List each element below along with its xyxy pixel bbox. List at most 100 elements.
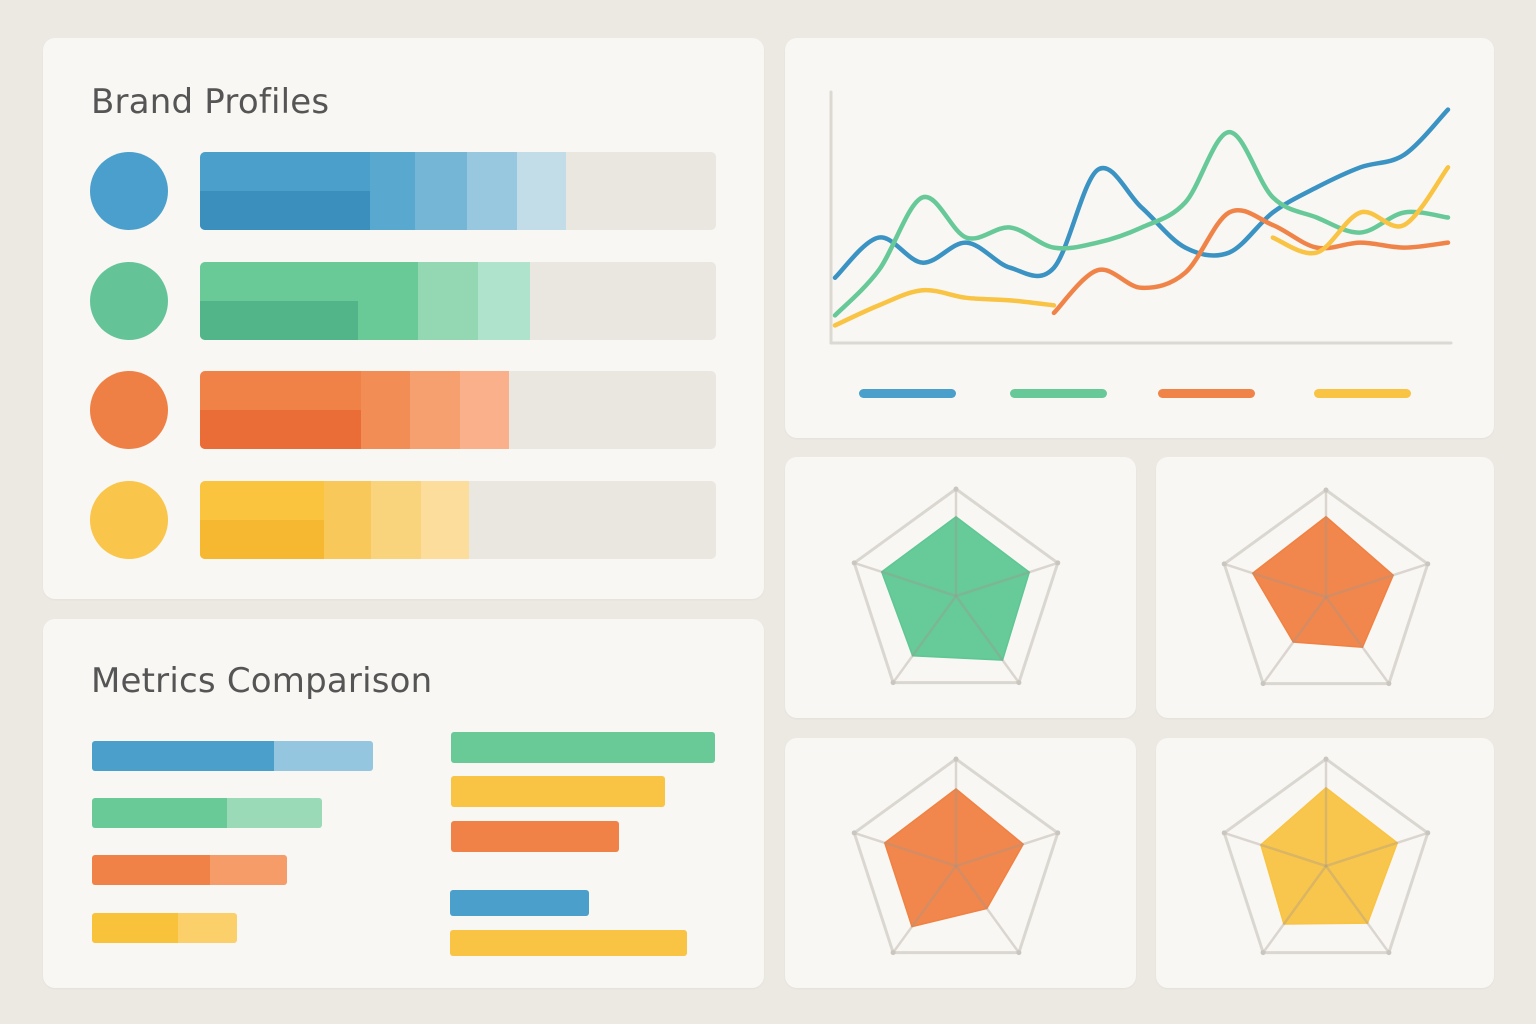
radar-spoke	[1324, 596, 1390, 685]
radar-vertex-dot	[1260, 681, 1266, 687]
radar-vertex-dot	[1221, 561, 1227, 567]
radar-card-green	[785, 457, 1136, 718]
metric-bar-right	[450, 930, 687, 956]
bar-segment	[418, 261, 478, 340]
bar-segment	[324, 480, 371, 559]
metrics-comparison-title: Metrics Comparison	[91, 661, 433, 701]
bar-segment	[410, 371, 460, 449]
metric-bar-right	[450, 890, 589, 916]
metric-bar-left	[92, 855, 287, 885]
bar-segment	[415, 152, 467, 230]
bar-segment	[361, 371, 410, 449]
radar-spoke	[1262, 865, 1328, 954]
metric-bar-right	[451, 776, 665, 807]
bar-segment	[421, 480, 469, 559]
line-series-yellow	[832, 287, 1057, 328]
brand-color-dot	[90, 371, 168, 449]
metric-bar-primary	[92, 913, 178, 943]
metric-bar-primary	[92, 741, 274, 771]
radar-spoke	[955, 831, 1059, 868]
metric-bar-secondary	[178, 913, 237, 943]
line-series-orange	[1051, 208, 1451, 316]
brand-row-orange	[90, 371, 716, 449]
line-chart-card	[785, 38, 1494, 438]
radar-spoke	[954, 595, 1020, 684]
radar-vertex-dot	[851, 560, 857, 566]
metric-bar-left	[92, 913, 237, 943]
radar-area	[1251, 515, 1395, 648]
radar-vertex-dot	[1221, 830, 1227, 836]
radar-spoke	[1223, 831, 1327, 868]
radar-spoke	[892, 865, 958, 954]
radar-card-yellow	[1156, 738, 1494, 988]
brand-row-blue	[90, 152, 716, 230]
radar-chart-yellow	[1221, 756, 1431, 956]
radar-vertex-dot	[890, 680, 896, 686]
radar-vertex-dot	[1386, 950, 1392, 956]
radar-vertex-dot	[851, 830, 857, 836]
radar-spoke	[892, 595, 958, 684]
metrics-comparison-card: Metrics Comparison	[43, 619, 764, 988]
bar-segment	[370, 152, 415, 230]
radar-grid	[852, 487, 1060, 685]
radar-vertex-dot	[1055, 560, 1061, 566]
metric-bar-primary	[92, 798, 227, 828]
radar-vertex-dot	[1425, 561, 1431, 567]
stacked-bar	[200, 152, 716, 230]
radar-vertex-dot	[1386, 681, 1392, 687]
metric-bar-left	[92, 741, 373, 771]
bar-segment-base-lower	[200, 519, 324, 559]
bar-segment	[517, 152, 566, 230]
radar-spoke	[1324, 865, 1390, 954]
bar-segment-base-lower	[200, 410, 361, 449]
bar-segment	[467, 152, 517, 230]
radar-vertex-dot	[1260, 950, 1266, 956]
metric-bar-primary	[92, 855, 210, 885]
legend-swatch	[1010, 389, 1107, 398]
stacked-bar	[200, 261, 716, 340]
legend-swatch	[859, 389, 956, 398]
radar-spoke	[954, 865, 1020, 954]
metric-bar-secondary	[227, 798, 322, 828]
radar-grid	[1222, 488, 1430, 686]
chart-legend	[859, 389, 1411, 398]
brand-color-dot	[90, 480, 168, 559]
brand-profiles-card: Brand Profiles	[43, 38, 764, 599]
radar-grid	[852, 757, 1060, 955]
radar-spoke	[853, 561, 957, 598]
radar-area	[883, 788, 1025, 928]
radar-spoke	[1262, 596, 1328, 685]
brand-color-dot	[90, 261, 168, 340]
radar-spoke	[1223, 562, 1327, 599]
legend-swatch	[1314, 389, 1411, 398]
radar-card-orange-2	[785, 738, 1136, 988]
bar-segment	[371, 480, 421, 559]
radar-vertex-dot	[953, 486, 959, 492]
radar-card-orange	[1156, 457, 1494, 718]
radar-grid	[1222, 757, 1430, 955]
line-series-blue	[832, 107, 1451, 280]
stacked-bar	[200, 371, 716, 449]
line-series-yellow	[1270, 165, 1451, 256]
radar-vertex-dot	[1016, 950, 1022, 956]
bar-segment	[358, 261, 418, 340]
radar-spoke	[955, 561, 1059, 598]
metric-bar-right	[451, 821, 619, 852]
radar-spoke	[1325, 831, 1429, 868]
metric-bar-secondary	[210, 855, 287, 885]
brand-profiles-title: Brand Profiles	[91, 82, 330, 122]
radar-area	[1260, 786, 1399, 925]
radar-area	[880, 515, 1031, 661]
metric-bar-left	[92, 798, 322, 828]
radar-vertex-dot	[1323, 756, 1329, 762]
line-chart	[829, 90, 1453, 398]
radar-vertex-dot	[953, 756, 959, 762]
stacked-bar	[200, 480, 716, 559]
bar-segment-base-lower	[200, 300, 358, 340]
radar-vertex-dot	[1425, 830, 1431, 836]
legend-swatch	[1158, 389, 1255, 398]
line-series-group	[832, 107, 1451, 328]
radar-spoke	[1325, 562, 1429, 599]
metric-bar-right	[451, 732, 715, 763]
radar-chart-orange-2	[851, 756, 1061, 956]
